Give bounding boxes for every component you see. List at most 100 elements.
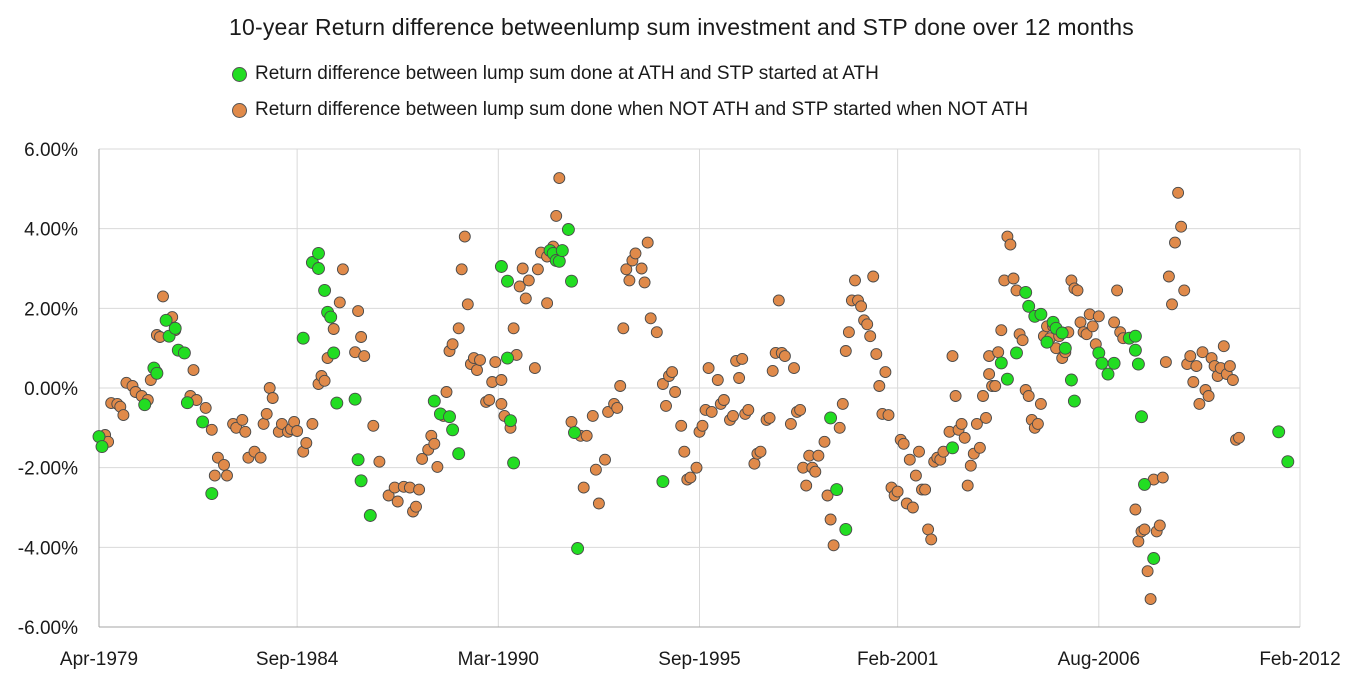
not-ath-point <box>763 411 776 424</box>
ath-point <box>205 487 219 501</box>
not-ath-point <box>809 465 822 478</box>
not-ath-point <box>1074 316 1087 329</box>
not-ath-point <box>778 350 791 363</box>
not-ath-point <box>1108 316 1121 329</box>
not-ath-point <box>452 322 465 335</box>
not-ath-point <box>1022 390 1035 402</box>
not-ath-point <box>254 451 267 464</box>
x-tick-label: Sep-1995 <box>658 649 740 670</box>
ath-point <box>1040 335 1054 349</box>
not-ath-point <box>611 401 624 414</box>
not-ath-point <box>644 312 657 325</box>
not-ath-point <box>291 425 304 437</box>
not-ath-point <box>946 350 959 363</box>
not-ath-point <box>236 413 249 426</box>
not-ath-point <box>788 362 800 375</box>
not-ath-point <box>656 378 669 390</box>
x-tick-label: Mar-1990 <box>458 649 539 670</box>
not-ath-point <box>1187 376 1200 388</box>
ath-point <box>177 346 191 360</box>
not-ath-point <box>589 463 602 476</box>
not-ath-point <box>1166 298 1178 311</box>
y-tick-label: 2.00% <box>24 299 78 320</box>
ath-point <box>656 475 670 489</box>
not-ath-point <box>416 452 429 465</box>
not-ath-point <box>528 362 541 375</box>
not-ath-point <box>336 263 349 276</box>
not-ath-point <box>266 392 279 404</box>
not-ath-point <box>824 513 837 526</box>
not-ath-point <box>970 417 983 430</box>
not-ath-point <box>818 435 831 448</box>
not-ath-point <box>592 497 605 510</box>
not-ath-point <box>358 350 371 363</box>
ath-point <box>1019 285 1033 299</box>
legend-item-ath: Return difference between lump sum done … <box>232 62 879 86</box>
data-points <box>92 172 1295 606</box>
not-ath-point <box>635 262 648 275</box>
not-ath-point <box>800 479 813 492</box>
not-ath-point <box>879 366 892 379</box>
not-ath-point <box>1153 519 1166 532</box>
not-ath-point <box>906 501 919 514</box>
not-ath-point <box>977 390 989 402</box>
ath-point <box>994 356 1008 370</box>
not-ath-point <box>458 230 471 243</box>
x-tick-label: Feb-2012 <box>1259 649 1340 670</box>
not-ath-point <box>327 323 340 335</box>
not-ath-point <box>275 417 288 430</box>
not-ath-point <box>1132 535 1145 548</box>
not-ath-point <box>638 276 651 289</box>
not-ath-point <box>239 425 252 438</box>
not-ath-point <box>208 469 221 482</box>
y-tick-label: -6.00% <box>18 618 78 639</box>
not-ath-point <box>660 399 672 412</box>
not-ath-point <box>260 407 273 420</box>
not-ath-point <box>205 423 218 436</box>
not-ath-point <box>909 469 922 482</box>
not-ath-point <box>1129 503 1142 516</box>
not-ath-point <box>373 455 386 468</box>
ath-point <box>946 441 959 455</box>
not-ath-point <box>989 380 1002 392</box>
ath-point <box>363 509 377 522</box>
ath-point <box>180 396 194 410</box>
not-ath-point <box>352 305 365 318</box>
not-ath-point <box>955 417 968 430</box>
not-ath-point <box>382 489 395 502</box>
not-ath-point <box>218 458 230 471</box>
ath-point <box>446 423 460 437</box>
not-ath-point <box>980 411 992 424</box>
not-ath-point <box>1007 272 1020 285</box>
not-ath-point <box>355 331 368 343</box>
ath-point <box>839 522 853 536</box>
ath-point <box>1147 552 1161 565</box>
not-ath-point <box>702 362 715 375</box>
not-ath-point <box>306 417 319 430</box>
not-ath-point <box>882 409 895 422</box>
not-ath-point <box>772 294 785 307</box>
not-ath-point <box>964 459 977 472</box>
ath-point <box>1064 373 1078 387</box>
not-ath-point <box>507 322 520 335</box>
ath-point <box>196 415 210 429</box>
ath-point <box>443 410 456 424</box>
not-ath-point <box>1233 431 1245 444</box>
not-ath-point <box>961 479 974 492</box>
not-ath-point <box>599 453 611 466</box>
not-ath-point <box>586 409 599 422</box>
ath-point <box>830 483 844 497</box>
not-ath-point <box>861 318 874 331</box>
not-ath-point <box>263 382 276 394</box>
not-ath-point <box>794 403 807 416</box>
ath-point <box>1131 357 1145 371</box>
not-ath-point <box>553 172 566 185</box>
not-ath-point <box>1162 270 1175 283</box>
not-ath-point <box>516 262 529 275</box>
not-ath-point <box>784 417 797 430</box>
not-ath-point <box>446 338 459 351</box>
not-ath-point <box>1156 471 1169 484</box>
not-ath-point <box>839 345 852 357</box>
ath-point <box>1022 299 1036 313</box>
not-ath-point <box>1193 397 1206 410</box>
